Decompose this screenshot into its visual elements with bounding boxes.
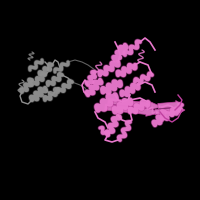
Polygon shape — [155, 107, 185, 114]
Polygon shape — [108, 98, 162, 110]
Polygon shape — [105, 104, 160, 116]
Polygon shape — [158, 101, 182, 108]
